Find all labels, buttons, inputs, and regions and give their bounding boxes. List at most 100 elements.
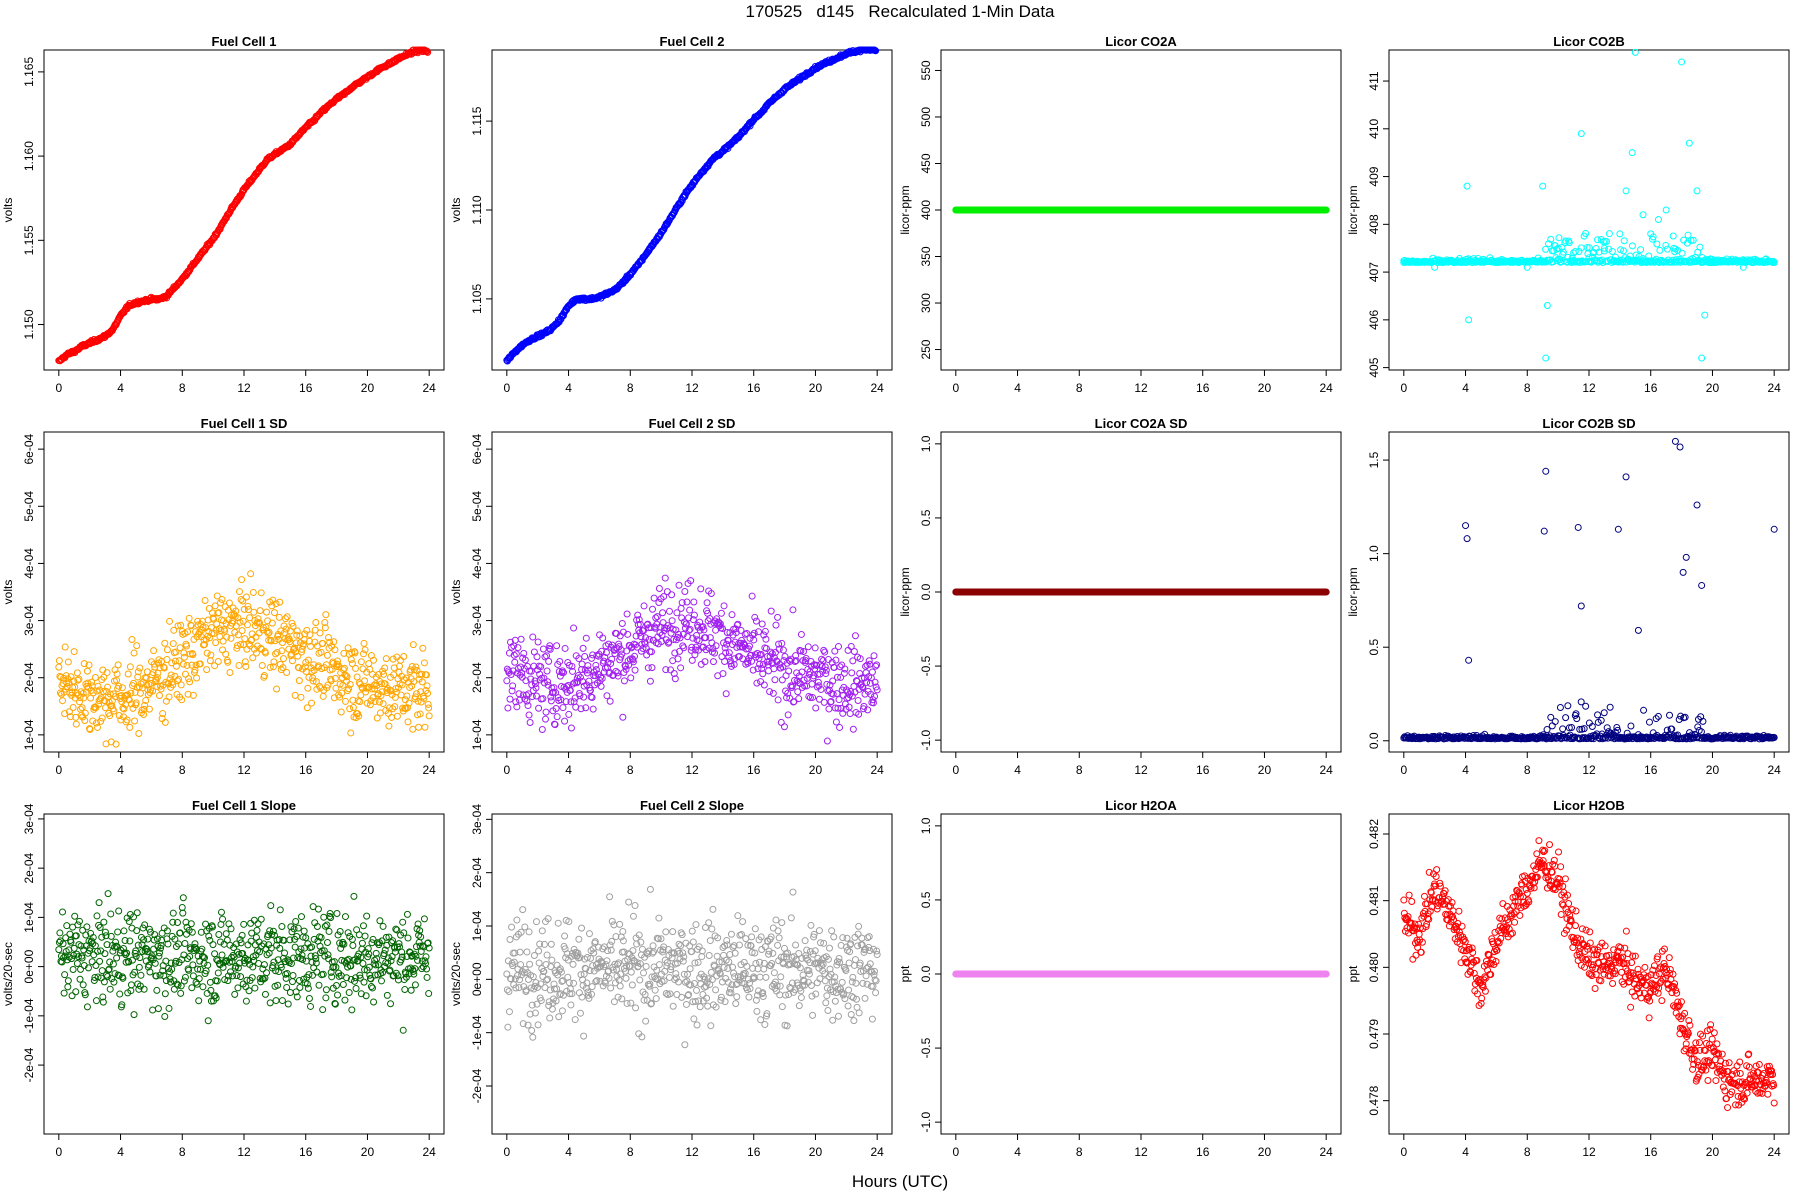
data-point <box>674 978 682 986</box>
chart-title: Fuel Cell 2 <box>659 34 724 49</box>
data-point <box>661 574 669 582</box>
data-point <box>179 909 187 917</box>
data-point <box>283 669 291 677</box>
data-point <box>356 974 364 982</box>
data-point <box>778 676 786 684</box>
data-point <box>150 945 158 953</box>
data-point <box>627 968 635 976</box>
x-tick-label: 4 <box>117 763 124 777</box>
data-point <box>625 898 633 906</box>
data-point <box>544 678 552 686</box>
data-point <box>860 702 868 710</box>
data-point <box>654 633 662 641</box>
data-point <box>395 940 403 948</box>
data-point <box>1576 725 1584 733</box>
data-point <box>846 710 854 718</box>
data-point <box>226 941 234 949</box>
data-point <box>417 933 425 941</box>
data-point <box>1688 258 1696 266</box>
data-point <box>529 633 537 641</box>
x-tick-label: 0 <box>952 763 959 777</box>
data-point <box>70 951 78 959</box>
data-point <box>379 969 387 977</box>
data-point <box>95 899 103 907</box>
y-tick-label: 411 <box>1367 71 1381 90</box>
data-point <box>687 577 695 585</box>
data-point <box>1670 244 1678 252</box>
data-point <box>72 932 80 940</box>
data-point <box>578 924 586 932</box>
data-point <box>288 657 296 665</box>
data-point <box>676 647 684 655</box>
chart-title: Fuel Cell 2 SD <box>649 416 736 431</box>
data-point <box>553 642 561 650</box>
data-point <box>366 701 374 709</box>
data-point <box>547 940 555 948</box>
data-point <box>224 977 232 985</box>
data-point <box>1462 522 1470 530</box>
data-point <box>425 704 433 712</box>
data-point <box>206 936 214 944</box>
data-point <box>412 663 420 671</box>
data-point <box>681 1041 689 1049</box>
data-point <box>140 936 148 944</box>
data-point <box>1613 723 1621 731</box>
data-point <box>346 705 354 713</box>
data-point <box>257 915 265 923</box>
data-point <box>345 685 353 693</box>
data-point <box>865 657 873 665</box>
data-point <box>1668 725 1676 733</box>
data-point <box>304 984 312 992</box>
chart-title: Licor CO2B SD <box>1542 416 1635 431</box>
data-point <box>403 692 411 700</box>
data-point <box>818 655 826 663</box>
data-point <box>660 593 668 601</box>
data-point <box>364 945 372 953</box>
data-point <box>754 665 762 673</box>
y-tick-label: 3e-04 <box>470 605 484 636</box>
data-point <box>339 666 347 674</box>
data-point <box>1645 718 1653 726</box>
data-point <box>380 950 388 958</box>
chart-title: Licor CO2B <box>1553 34 1625 49</box>
data-point <box>568 990 576 998</box>
data-point <box>282 974 290 982</box>
data-point <box>186 952 194 960</box>
data-point <box>1654 712 1662 720</box>
data-point <box>848 669 856 677</box>
data-point <box>203 666 211 674</box>
data-point <box>863 678 871 686</box>
data-point <box>1577 130 1585 138</box>
data-point <box>513 703 521 711</box>
data-point <box>399 918 407 926</box>
data-point <box>576 953 584 961</box>
data-point <box>523 948 531 956</box>
data-point <box>1574 523 1582 531</box>
x-tick-label: 8 <box>1076 763 1083 777</box>
data-point <box>792 657 800 665</box>
data-point <box>551 721 559 729</box>
data-point <box>654 935 662 943</box>
data-point <box>753 679 761 687</box>
data-point <box>503 986 511 994</box>
data-point <box>847 688 855 696</box>
data-point <box>424 689 432 697</box>
data-point <box>309 677 317 685</box>
data-point <box>373 939 381 947</box>
data-point <box>1699 717 1707 725</box>
data-point <box>111 666 119 674</box>
data-point <box>1770 259 1778 267</box>
data-point <box>546 986 554 994</box>
data-point <box>720 602 728 610</box>
data-point <box>552 704 560 712</box>
data-point <box>137 933 145 941</box>
data-point <box>186 678 194 686</box>
data-point <box>115 682 123 690</box>
x-tick-label: 12 <box>237 381 251 395</box>
data-point <box>100 978 108 986</box>
y-tick-label: 350 <box>919 246 933 266</box>
x-tick-label: 0 <box>55 381 62 395</box>
data-point <box>855 710 863 718</box>
data-point <box>273 648 281 656</box>
data-point <box>723 629 731 637</box>
